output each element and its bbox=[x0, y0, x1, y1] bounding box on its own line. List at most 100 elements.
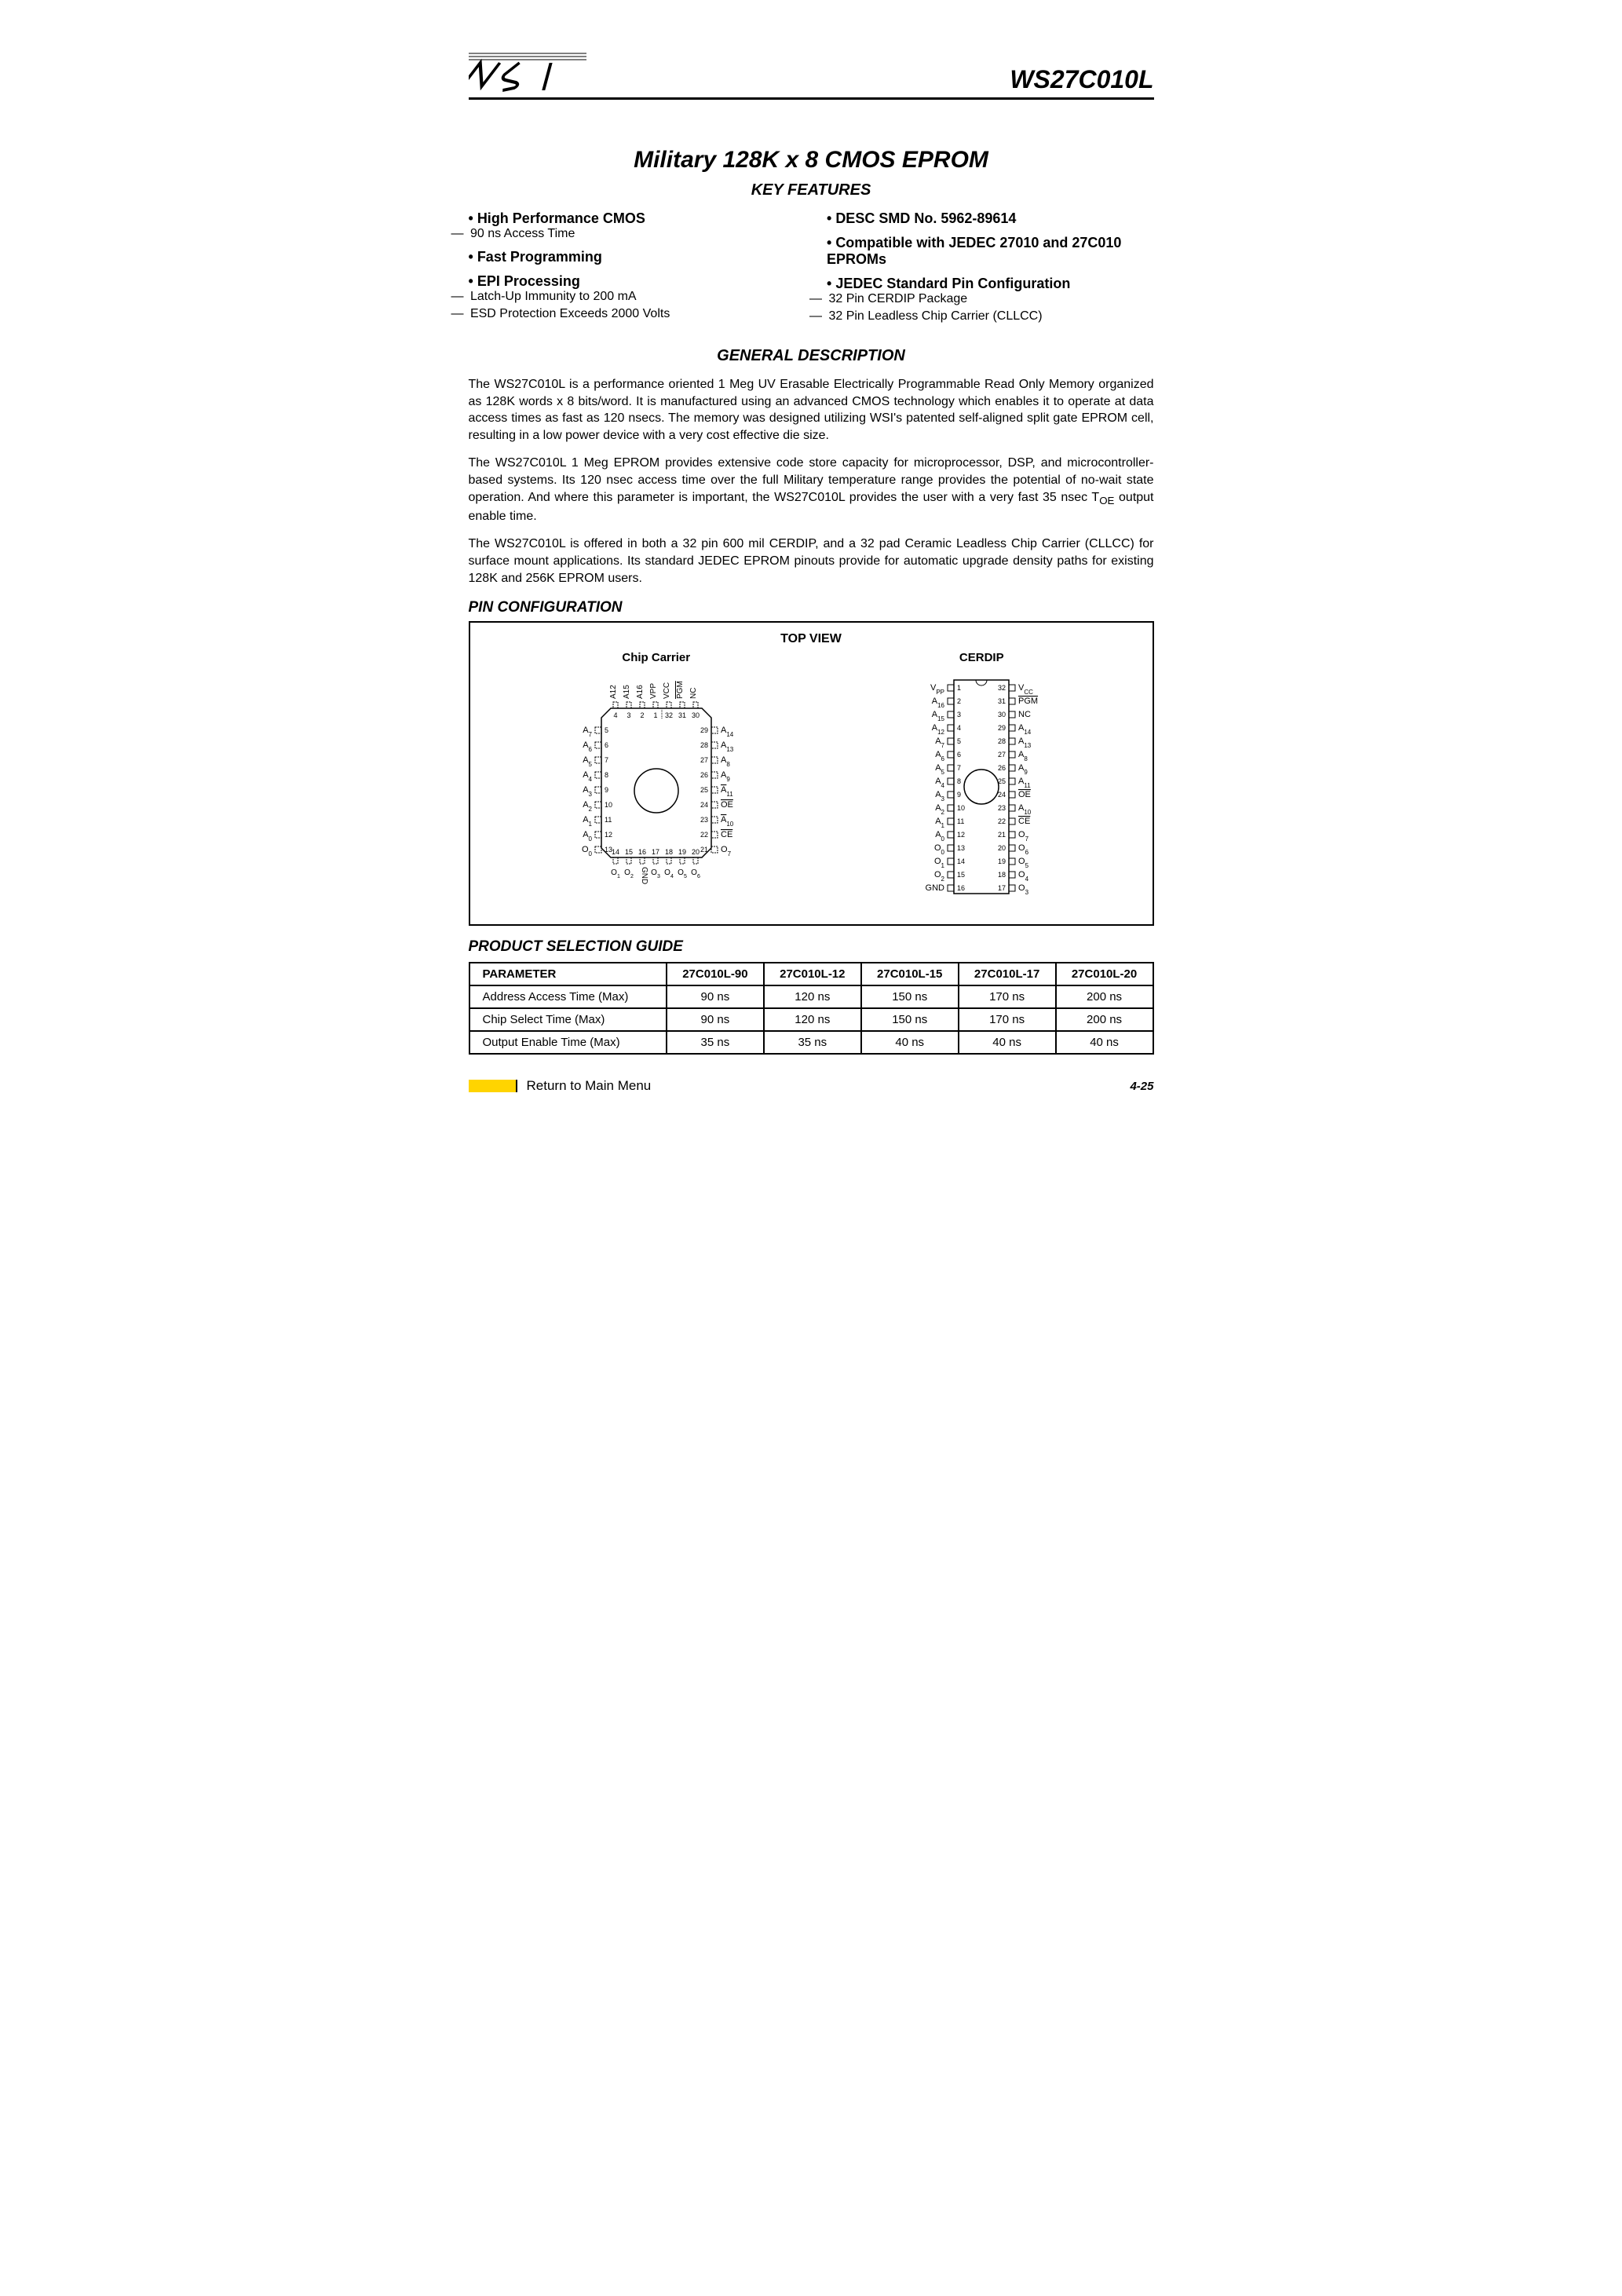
svg-text:A10: A10 bbox=[1018, 803, 1032, 816]
svg-text:11: 11 bbox=[957, 817, 964, 825]
svg-text:A13: A13 bbox=[1018, 737, 1032, 749]
svg-text:VPP: VPP bbox=[649, 683, 658, 699]
svg-text:1: 1 bbox=[653, 711, 657, 719]
chip-carrier-pkg: Chip Carrier 4A123A152A161VPP32VCC31PGM3… bbox=[539, 651, 774, 901]
description-block: The WS27C010L is a performance oriented … bbox=[469, 376, 1154, 587]
table-header: 27C010L-15 bbox=[861, 963, 959, 985]
table-header: 27C010L-12 bbox=[764, 963, 861, 985]
top-view-label: TOP VIEW bbox=[486, 632, 1137, 646]
svg-text:A10: A10 bbox=[721, 815, 734, 828]
svg-text:OE: OE bbox=[1018, 790, 1031, 799]
pin-config-box: TOP VIEW Chip Carrier 4A123A152A161VPP32… bbox=[469, 621, 1154, 926]
product-table-wrap: PARAMETER27C010L-9027C010L-1227C010L-152… bbox=[469, 962, 1154, 1055]
product-selection-table: PARAMETER27C010L-9027C010L-1227C010L-152… bbox=[469, 962, 1154, 1055]
svg-text:18: 18 bbox=[665, 848, 673, 856]
svg-text:17: 17 bbox=[652, 848, 659, 856]
pin-config-heading: PIN CONFIGURATION bbox=[469, 599, 1154, 616]
svg-text:A8: A8 bbox=[1018, 750, 1028, 762]
svg-text:NC: NC bbox=[1018, 710, 1031, 719]
svg-text:9: 9 bbox=[957, 791, 961, 799]
svg-text:O2: O2 bbox=[934, 870, 945, 883]
svg-text:30: 30 bbox=[998, 711, 1006, 718]
svg-text:15: 15 bbox=[957, 871, 965, 879]
svg-text:12: 12 bbox=[605, 831, 612, 839]
svg-text:24: 24 bbox=[998, 791, 1006, 799]
svg-text:GND: GND bbox=[926, 883, 945, 893]
svg-text:29: 29 bbox=[700, 726, 708, 734]
svg-text:30: 30 bbox=[692, 711, 700, 719]
svg-text:21: 21 bbox=[700, 846, 708, 854]
description-p2: The WS27C010L 1 Meg EPROM provides exten… bbox=[469, 455, 1154, 525]
page-number: 4-25 bbox=[1130, 1080, 1153, 1093]
svg-text:24: 24 bbox=[700, 801, 708, 809]
svg-text:17: 17 bbox=[998, 884, 1006, 892]
svg-text:PGM: PGM bbox=[1018, 696, 1038, 706]
feature-subitem: ESD Protection Exceeds 2000 Volts bbox=[469, 307, 796, 321]
svg-text:10: 10 bbox=[957, 804, 965, 812]
svg-text:16: 16 bbox=[957, 884, 965, 892]
svg-text:A6: A6 bbox=[935, 750, 944, 762]
svg-text:6: 6 bbox=[957, 751, 961, 759]
wsi-logo bbox=[469, 47, 586, 94]
svg-text:15: 15 bbox=[625, 848, 633, 856]
svg-text:O5: O5 bbox=[1018, 857, 1029, 869]
svg-text:23: 23 bbox=[998, 804, 1006, 812]
svg-text:32: 32 bbox=[665, 711, 673, 719]
feature-item: DESC SMD No. 5962-89614 bbox=[827, 210, 1154, 227]
svg-text:OE: OE bbox=[721, 800, 733, 810]
svg-text:A15: A15 bbox=[623, 685, 631, 699]
svg-text:2: 2 bbox=[640, 711, 644, 719]
svg-text:O2: O2 bbox=[624, 868, 634, 879]
svg-text:A0: A0 bbox=[935, 830, 944, 843]
svg-text:7: 7 bbox=[957, 764, 961, 772]
key-features-heading: KEY FEATURES bbox=[469, 181, 1154, 199]
svg-text:A12: A12 bbox=[609, 685, 618, 699]
svg-text:20: 20 bbox=[692, 848, 700, 856]
svg-text:25: 25 bbox=[700, 786, 708, 794]
page-header: WS27C010L bbox=[469, 47, 1154, 100]
svg-text:23: 23 bbox=[700, 816, 708, 824]
svg-text:O4: O4 bbox=[664, 868, 674, 879]
feature-item: High Performance CMOS90 ns Access Time bbox=[469, 210, 796, 241]
cerdip-pkg: CERDIP 1VPP2A163A154A125A76A67A58A49A310… bbox=[879, 651, 1083, 909]
svg-text:18: 18 bbox=[998, 871, 1006, 879]
svg-text:21: 21 bbox=[998, 831, 1006, 839]
svg-text:1: 1 bbox=[957, 684, 961, 692]
return-to-menu-link[interactable]: Return to Main Menu bbox=[469, 1078, 652, 1094]
table-row: Output Enable Time (Max)35 ns35 ns40 ns4… bbox=[469, 1031, 1153, 1054]
svg-text:VCC: VCC bbox=[663, 682, 671, 699]
svg-text:5: 5 bbox=[605, 726, 608, 734]
general-description-heading: GENERAL DESCRIPTION bbox=[469, 347, 1154, 365]
cerdip-diagram: 1VPP2A163A154A125A76A67A58A49A310A211A11… bbox=[879, 669, 1083, 905]
svg-text:O0: O0 bbox=[582, 845, 593, 857]
svg-text:5: 5 bbox=[957, 737, 961, 745]
svg-text:22: 22 bbox=[700, 831, 708, 839]
svg-text:28: 28 bbox=[700, 741, 708, 749]
table-row: Address Access Time (Max)90 ns120 ns150 … bbox=[469, 985, 1153, 1008]
svg-text:A1: A1 bbox=[583, 815, 592, 828]
table-header: 27C010L-20 bbox=[1056, 963, 1153, 985]
svg-text:PGM: PGM bbox=[676, 681, 685, 699]
svg-text:A2: A2 bbox=[583, 800, 592, 813]
svg-text:CE: CE bbox=[1018, 817, 1030, 826]
svg-text:A8: A8 bbox=[721, 755, 730, 768]
svg-text:12: 12 bbox=[957, 831, 965, 839]
svg-text:4: 4 bbox=[613, 711, 617, 719]
feature-item: Fast Programming bbox=[469, 249, 796, 265]
svg-text:8: 8 bbox=[605, 771, 608, 779]
svg-text:27: 27 bbox=[998, 751, 1006, 759]
svg-text:14: 14 bbox=[612, 848, 619, 856]
svg-text:CE: CE bbox=[721, 830, 732, 839]
svg-text:A14: A14 bbox=[721, 726, 734, 738]
svg-text:A15: A15 bbox=[932, 710, 945, 722]
table-header: 27C010L-90 bbox=[667, 963, 764, 985]
svg-text:A6: A6 bbox=[583, 740, 592, 753]
svg-text:A9: A9 bbox=[721, 770, 730, 783]
svg-text:A9: A9 bbox=[1018, 763, 1028, 776]
feature-subitem: 32 Pin CERDIP Package bbox=[827, 292, 1154, 306]
feature-subitem: Latch-Up Immunity to 200 mA bbox=[469, 290, 796, 304]
svg-text:O1: O1 bbox=[934, 857, 945, 869]
svg-text:O6: O6 bbox=[1018, 843, 1029, 856]
svg-text:31: 31 bbox=[998, 697, 1006, 705]
svg-text:20: 20 bbox=[998, 844, 1006, 852]
